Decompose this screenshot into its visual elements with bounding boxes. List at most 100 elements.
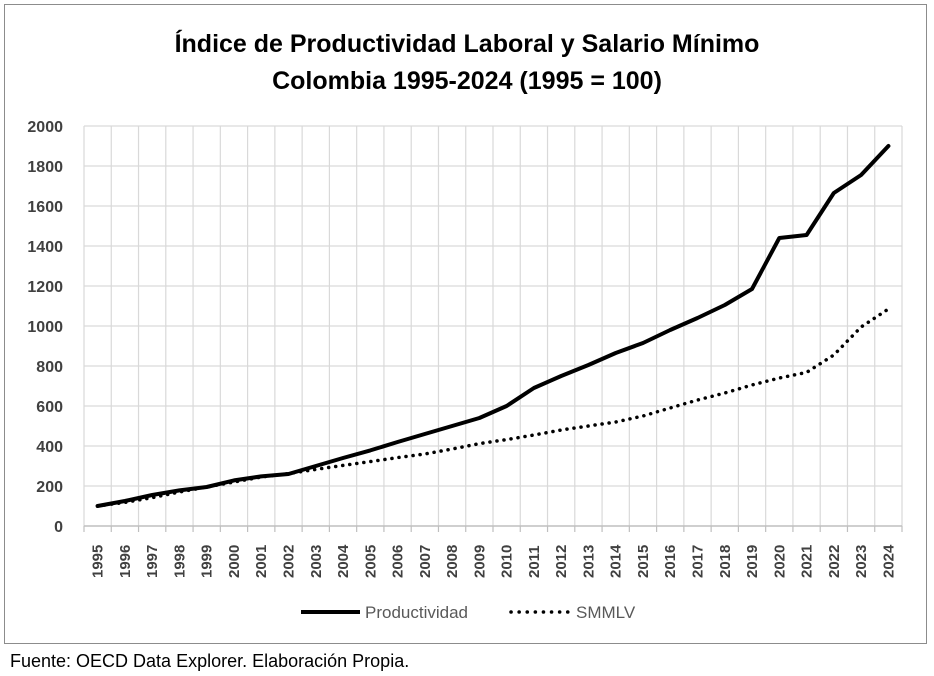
series-smmlv-point bbox=[370, 461, 371, 462]
x-tick-label: 2024 bbox=[880, 544, 897, 578]
x-tick-label: 2016 bbox=[662, 545, 679, 578]
chart-svg: Índice de Productividad Laboral y Salari… bbox=[27, 29, 903, 622]
x-tick-label: 2001 bbox=[253, 545, 270, 578]
series-productividad-point bbox=[561, 375, 562, 376]
source-note: Fuente: OECD Data Explorer. Elaboración … bbox=[10, 651, 410, 671]
series-productividad-point bbox=[397, 441, 398, 442]
series-productividad-point bbox=[588, 364, 589, 365]
x-tick-label: 2011 bbox=[526, 545, 543, 578]
x-tick-label: 2022 bbox=[826, 545, 843, 578]
y-tick-label: 800 bbox=[36, 359, 63, 376]
series-productividad-point bbox=[533, 387, 534, 388]
x-tick-label: 2007 bbox=[417, 545, 434, 578]
x-tick-label: 2008 bbox=[444, 545, 461, 578]
y-tick-label: 1600 bbox=[27, 199, 63, 216]
series-productividad-point bbox=[861, 174, 862, 175]
series-smmlv-point bbox=[615, 421, 616, 422]
x-tick-label: 2021 bbox=[799, 545, 816, 578]
legend-label-productividad: Productividad bbox=[365, 603, 468, 622]
series-smmlv-point bbox=[124, 502, 125, 503]
legend: Productividad SMMLV bbox=[301, 603, 636, 622]
series-smmlv-point bbox=[179, 491, 180, 492]
series-smmlv-point bbox=[888, 308, 889, 309]
x-tick-label: 2009 bbox=[471, 545, 488, 578]
series-productividad-point bbox=[424, 433, 425, 434]
x-tick-label: 2006 bbox=[390, 545, 407, 578]
x-tick-label: 2003 bbox=[308, 545, 325, 578]
series-productividad-point bbox=[370, 450, 371, 451]
series-productividad-point bbox=[833, 192, 834, 193]
x-tick-label: 1996 bbox=[117, 545, 134, 578]
x-tick-label: 2002 bbox=[281, 545, 298, 578]
x-tick-label: 1995 bbox=[90, 545, 107, 578]
series-smmlv-point bbox=[806, 372, 807, 373]
series-smmlv-point bbox=[588, 425, 589, 426]
y-tick-label: 2000 bbox=[27, 119, 63, 136]
series-smmlv-point bbox=[452, 448, 453, 449]
series-productividad-point bbox=[506, 405, 507, 406]
series-smmlv-point bbox=[288, 473, 289, 474]
x-tick-label: 2015 bbox=[635, 545, 652, 578]
series-smmlv-point bbox=[697, 399, 698, 400]
series-productividad-point bbox=[315, 465, 316, 466]
series-productividad-point bbox=[751, 288, 752, 289]
series-smmlv-point bbox=[397, 457, 398, 458]
series-smmlv-point bbox=[479, 443, 480, 444]
y-tick-label: 200 bbox=[36, 479, 63, 496]
y-tick-label: 1000 bbox=[27, 319, 63, 336]
series-productividad-point bbox=[779, 237, 780, 238]
y-tick-label: 600 bbox=[36, 399, 63, 416]
series-productividad-point bbox=[342, 457, 343, 458]
series-smmlv-point bbox=[424, 453, 425, 454]
series-smmlv-point bbox=[861, 326, 862, 327]
x-tick-label: 2010 bbox=[499, 545, 516, 578]
series-smmlv-point bbox=[261, 476, 262, 477]
series-productividad-point bbox=[152, 494, 153, 495]
series-smmlv-point bbox=[97, 505, 98, 506]
x-tick-label: 2017 bbox=[690, 545, 707, 578]
series-smmlv-point bbox=[833, 354, 834, 355]
x-tick-label: 2014 bbox=[608, 544, 625, 578]
y-tick-label: 1200 bbox=[27, 279, 63, 296]
x-tick-label: 2000 bbox=[226, 545, 243, 578]
x-tick-label: 2018 bbox=[717, 545, 734, 578]
series-productividad-point bbox=[724, 304, 725, 305]
series-productividad-point bbox=[233, 480, 234, 481]
x-tick-label: 2004 bbox=[335, 544, 352, 578]
chart-title-line-1: Índice de Productividad Laboral y Salari… bbox=[175, 29, 760, 58]
series-smmlv-point bbox=[533, 434, 534, 435]
chart-area: Índice de Productividad Laboral y Salari… bbox=[4, 4, 927, 644]
series-smmlv-point bbox=[233, 481, 234, 482]
y-tick-label: 400 bbox=[36, 439, 63, 456]
series-smmlv-point bbox=[561, 429, 562, 430]
series-productividad-point bbox=[697, 317, 698, 318]
series-smmlv-point bbox=[206, 486, 207, 487]
series-smmlv-line bbox=[95, 307, 891, 508]
series-smmlv-point bbox=[642, 415, 643, 416]
series-smmlv-point bbox=[152, 497, 153, 498]
series-productividad-point bbox=[452, 425, 453, 426]
series-smmlv-point bbox=[670, 407, 671, 408]
series-smmlv-point bbox=[506, 439, 507, 440]
x-tick-label: 2020 bbox=[771, 545, 788, 578]
series-productividad-point bbox=[888, 145, 889, 146]
chart-title-line-2: Colombia 1995-2024 (1995 = 100) bbox=[272, 67, 662, 95]
x-tick-label: 2012 bbox=[553, 545, 570, 578]
x-tick-label: 1998 bbox=[171, 545, 188, 578]
series-smmlv-point bbox=[779, 377, 780, 378]
x-tick-label: 2005 bbox=[362, 545, 379, 578]
series-smmlv-point bbox=[342, 465, 343, 466]
series-smmlv-point bbox=[751, 384, 752, 385]
series-productividad-point bbox=[806, 234, 807, 235]
series-productividad-point bbox=[479, 417, 480, 418]
series-productividad-point bbox=[179, 490, 180, 491]
x-tick-label: 2023 bbox=[853, 545, 870, 578]
series-productividad-point bbox=[642, 342, 643, 343]
series-productividad-point bbox=[670, 329, 671, 330]
y-tick-label: 1400 bbox=[27, 239, 63, 256]
series-smmlv-point bbox=[724, 392, 725, 393]
x-tick-label: 2019 bbox=[744, 545, 761, 578]
x-tick-label: 2013 bbox=[580, 545, 597, 578]
x-tick-label: 1999 bbox=[199, 545, 216, 578]
legend-label-smmlv: SMMLV bbox=[576, 603, 636, 622]
